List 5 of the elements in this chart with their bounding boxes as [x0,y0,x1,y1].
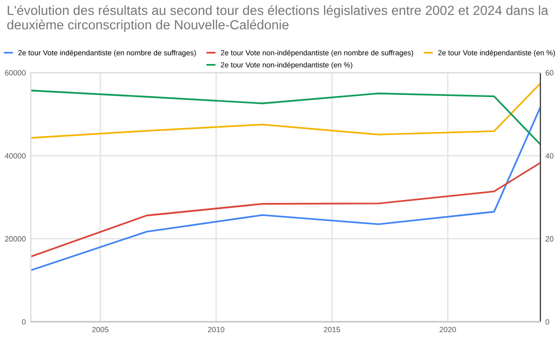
line-series [30,90,540,146]
line-series [30,162,540,258]
line-series [30,82,540,139]
line-series [30,106,540,272]
chart-title: L'évolution des résultats au second tour des élections législatives entre 2002 et 2024 dans la deuxième circonscription de Nouvelle-Calédonie [7,5,548,32]
